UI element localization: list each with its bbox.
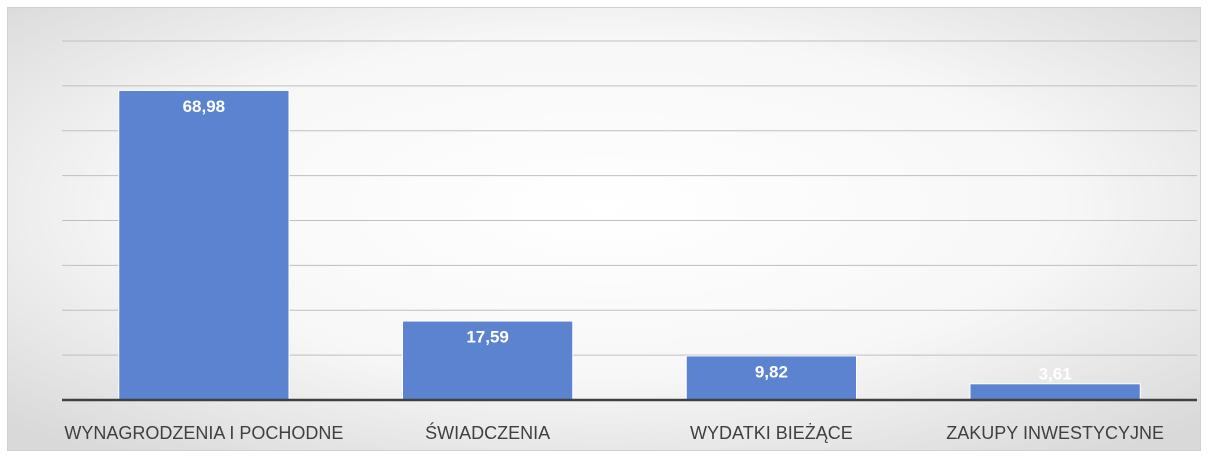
- x-tick-label: ZAKUPY INWESTYCYJNE: [946, 423, 1164, 443]
- x-tick-label: WYNAGRODZENIA I POCHODNE: [64, 423, 343, 443]
- bar: [118, 89, 290, 401]
- x-tick-label: WYDATKI BIEŻĄCE: [690, 423, 853, 443]
- data-label: 9,82: [755, 362, 788, 381]
- bar: [969, 383, 1141, 401]
- x-tick-label: ŚWIADCZENIA: [425, 422, 550, 443]
- data-label: 17,59: [466, 328, 509, 347]
- data-label: 3,61: [1039, 364, 1072, 383]
- data-label: 68,98: [183, 97, 226, 116]
